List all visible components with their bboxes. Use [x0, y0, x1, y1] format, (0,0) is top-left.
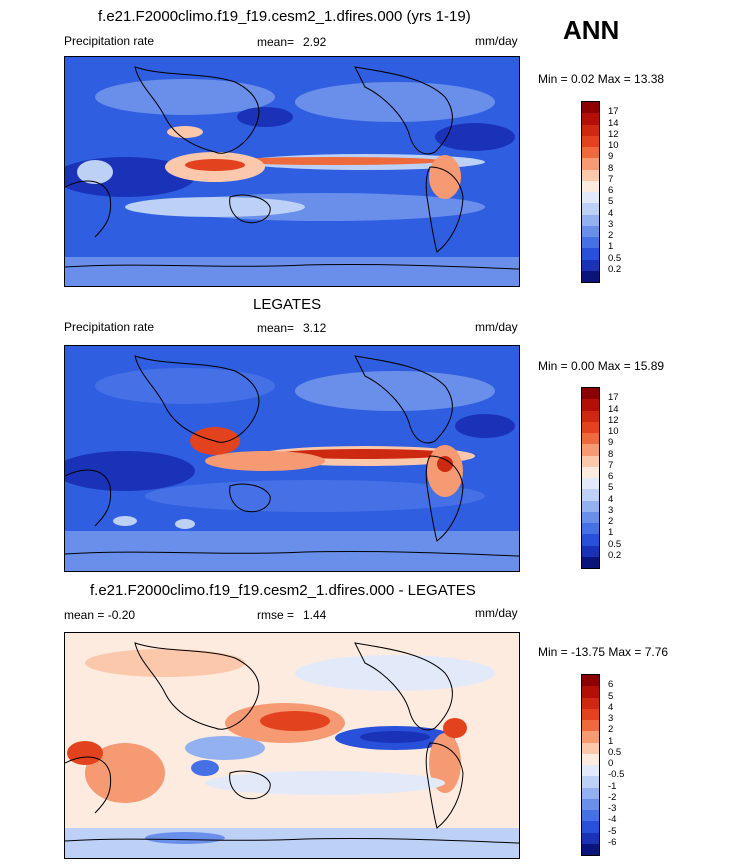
panel-2-variable-label: Precipitation rate — [64, 320, 155, 334]
colorbar-2-tick: 17 — [608, 392, 619, 403]
colorbar-2-tick: 9 — [608, 437, 614, 448]
colorbar-1-tick: 14 — [608, 118, 619, 129]
colorbar-2-tick: 2 — [608, 516, 614, 527]
panel-1-variable-label: Precipitation rate — [64, 34, 155, 48]
colorbar-1-tick: 5 — [608, 196, 614, 207]
colorbar-2-tick: 3 — [608, 505, 614, 516]
colorbar-3-tick: 6 — [608, 679, 614, 690]
colorbar-1-tick: 4 — [608, 208, 614, 219]
season-label: ANN — [563, 15, 620, 45]
colorbar-3-tick: -4 — [608, 814, 617, 825]
colorbar-3-tick: -1 — [608, 781, 617, 792]
panel-2-title: LEGATES — [253, 296, 322, 313]
colorbar-1-tick: 0.5 — [608, 253, 622, 264]
panel-1-mean-value: 2.92 — [303, 35, 327, 49]
panel-1-mean-label: mean= — [257, 35, 295, 49]
colorbar-1-tick: 3 — [608, 219, 614, 230]
panel-3-map-field — [65, 633, 519, 858]
colorbar-2-tick: 7 — [608, 460, 614, 471]
colorbar-1-tick: 17 — [608, 106, 619, 117]
panel-1-map-field — [65, 57, 519, 286]
colorbar-1-tick: 10 — [608, 140, 619, 151]
panel-3-colorbar — [581, 674, 600, 856]
colorbar-3-tick: 3 — [608, 713, 614, 724]
colorbar-1-tick: 2 — [608, 230, 614, 241]
colorbar-2-tick: 8 — [608, 449, 614, 460]
panel-1-map — [64, 56, 520, 287]
colorbar-2-tick: 6 — [608, 471, 614, 482]
colorbar-1-tick: 0.2 — [608, 264, 622, 275]
colorbar-3-tick: 0 — [608, 758, 614, 769]
colorbar-3-tick: -3 — [608, 803, 617, 814]
colorbar-2-tick: 1 — [608, 527, 614, 538]
panel-2-mean-label: mean= — [257, 321, 295, 335]
colorbar-3-tick: 4 — [608, 702, 614, 713]
colorbar-1-tick: 1 — [608, 241, 614, 252]
colorbar-2-tick: 4 — [608, 494, 614, 505]
panel-2-mean-value: 3.12 — [303, 321, 327, 335]
colorbar-2-tick: 0.5 — [608, 539, 622, 550]
colorbar-1-tick: 6 — [608, 185, 614, 196]
panel-2-colorbar — [581, 387, 600, 569]
colorbar-2-tick: 12 — [608, 415, 619, 426]
colorbar-2-tick: 14 — [608, 404, 619, 415]
colorbar-3-tick: -2 — [608, 792, 617, 803]
colorbar-3-tick: 1 — [608, 736, 614, 747]
panel-3-mean-text: mean = -0.20 — [64, 608, 136, 622]
panel-1-units: mm/day — [475, 34, 518, 48]
panel-3-units: mm/day — [475, 606, 518, 620]
panel-2-map-field — [65, 346, 519, 571]
colorbar-2-tick: 10 — [608, 426, 619, 437]
panel-3-map — [64, 632, 520, 859]
colorbar-2-tick: 5 — [608, 482, 614, 493]
panel-3-rmse-label: rmse = — [257, 608, 295, 622]
colorbar-3-tick: -6 — [608, 837, 617, 848]
panel-1-title: f.e21.F2000climo.f19_f19.cesm2_1.dfires.… — [98, 8, 471, 25]
panel-3-title: f.e21.F2000climo.f19_f19.cesm2_1.dfires.… — [90, 582, 476, 599]
colorbar-3-tick: -5 — [608, 826, 617, 837]
colorbar-1-tick: 7 — [608, 174, 614, 185]
colorbar-3-tick: 0.5 — [608, 747, 622, 758]
panel-2-minmax: Min = 0.00 Max = 15.89 — [538, 359, 665, 373]
panel-1-colorbar — [581, 101, 600, 283]
panel-1-minmax: Min = 0.02 Max = 13.38 — [538, 72, 665, 86]
colorbar-2-tick: 0.2 — [608, 550, 622, 561]
colorbar-3-tick: -0.5 — [608, 769, 625, 780]
panel-2-units: mm/day — [475, 320, 518, 334]
colorbar-3-tick: 2 — [608, 724, 614, 735]
colorbar-3-tick: 5 — [608, 691, 614, 702]
colorbar-1-tick: 9 — [608, 151, 614, 162]
panel-3-minmax: Min = -13.75 Max = 7.76 — [538, 645, 669, 659]
panel-3-rmse-value: 1.44 — [303, 608, 327, 622]
colorbar-1-tick: 12 — [608, 129, 619, 140]
panel-2-map — [64, 345, 520, 572]
colorbar-1-tick: 8 — [608, 163, 614, 174]
